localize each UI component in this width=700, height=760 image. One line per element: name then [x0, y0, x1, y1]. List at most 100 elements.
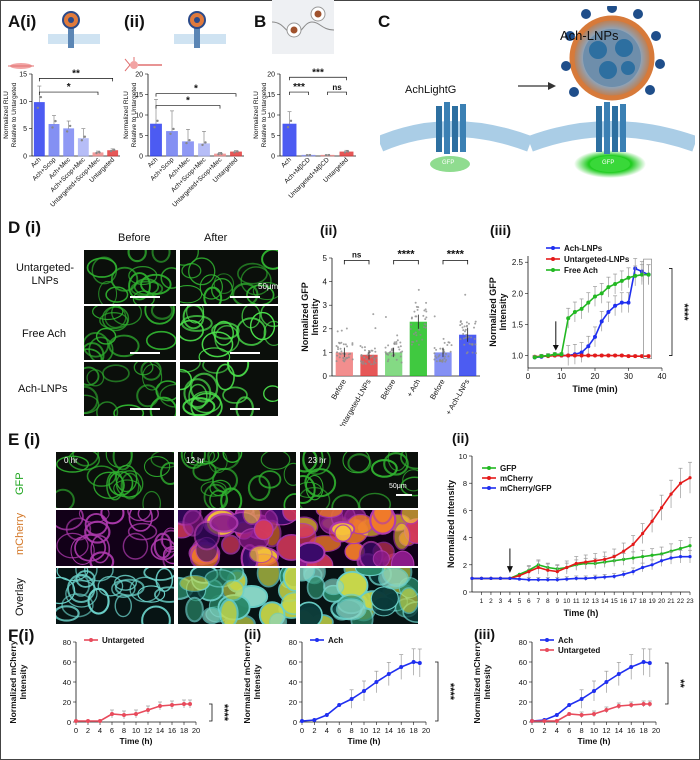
x-tick-label: Before: [379, 378, 398, 402]
y-tick-label: 20: [63, 698, 71, 707]
data-point: [435, 348, 438, 351]
d-micrograph-before: [84, 250, 176, 304]
data-point: [156, 119, 159, 123]
e-gfp-micrograph: [300, 452, 418, 508]
x-tick-label: 2: [86, 726, 90, 735]
significance-label: ****: [218, 704, 230, 722]
data-point: [669, 556, 673, 560]
y-tick-label: 1.0: [512, 352, 524, 361]
scale-bar: [130, 296, 160, 298]
data-point: [646, 354, 651, 359]
data-point: [592, 712, 596, 716]
data-point: [489, 576, 493, 580]
data-point: [367, 360, 370, 363]
gfp-left-label: GFP: [442, 160, 455, 166]
data-point: [109, 149, 113, 153]
data-point: [536, 565, 540, 570]
x-tick-label: 14: [156, 726, 164, 735]
data-point: [286, 126, 290, 129]
data-point: [393, 341, 396, 344]
data-point: [659, 506, 664, 510]
data-point: [361, 346, 364, 349]
cell-outline: [400, 510, 418, 525]
significance-label: ****: [447, 248, 465, 260]
d-scale-label: 50μm: [258, 282, 279, 291]
data-point: [641, 660, 646, 664]
arrow-head: [506, 566, 513, 573]
data-point: [619, 278, 624, 283]
data-point: [54, 119, 57, 123]
cell-outline: [209, 489, 229, 508]
data-point: [474, 343, 477, 346]
cell-outline: [127, 510, 152, 522]
e-mcherry-micrograph: [300, 510, 418, 566]
data-point: [464, 328, 467, 331]
cell-outline: [84, 332, 109, 358]
data-point: [440, 359, 443, 362]
cell-outline: [261, 250, 278, 270]
y-tick-label: 15: [19, 72, 27, 79]
series-line: [472, 555, 690, 581]
cell-outline: [246, 284, 275, 304]
d-micrograph-before: [84, 362, 176, 416]
panel-label-c: C: [378, 12, 391, 31]
y-tick-label: 80: [289, 638, 297, 647]
data-point: [464, 336, 467, 339]
cell-outline: [181, 314, 213, 332]
cell-outline: [227, 362, 250, 377]
data-point: [373, 347, 376, 350]
data-point: [650, 519, 654, 523]
cell-outline: [215, 363, 235, 391]
cell-outline: [315, 510, 344, 519]
cell-outline: [283, 462, 296, 486]
data-point: [462, 329, 465, 332]
e-gfp-micrograph-image: [56, 452, 174, 508]
e-gfp-micrograph-image: [300, 452, 418, 508]
cell-outline: [260, 306, 278, 328]
panel-label-a-ii: (ii): [124, 12, 145, 31]
chart-b: 0 5 10 15 20 Normalized RLU Relative to Untarg…: [253, 67, 356, 200]
data-point: [393, 343, 396, 346]
data-point: [204, 141, 207, 144]
cell-outline: [66, 573, 96, 604]
cell-outline: [300, 568, 316, 582]
x-tick-label: Ach: [280, 156, 293, 169]
x-tick-label: 30: [624, 372, 633, 381]
x-tick-label: 0: [530, 726, 534, 735]
data-point: [374, 361, 377, 364]
d-row-untargeted-label: Untargeted- LNPs: [14, 262, 76, 288]
e-overlay-micrograph: [178, 568, 296, 624]
data-point: [80, 139, 84, 142]
cell-outline: [101, 306, 130, 332]
cell-outline: [334, 524, 352, 542]
data-point: [338, 352, 341, 355]
cell-outline: [203, 286, 223, 304]
data-point: [445, 358, 448, 361]
data-point: [360, 353, 363, 356]
data-point: [647, 702, 652, 706]
cell-outline: [189, 372, 219, 403]
data-point: [185, 141, 188, 145]
d-micrograph-after-image: [180, 362, 278, 416]
cell-outline: [144, 306, 175, 325]
cell-outline: [398, 587, 418, 614]
data-point: [626, 354, 631, 359]
x-tick-label: 3: [499, 598, 503, 605]
data-point: [599, 291, 604, 296]
data-point: [552, 352, 557, 357]
legend-label: Ach: [328, 636, 343, 645]
cell-outline: [56, 605, 80, 622]
y-tick-label: 2: [323, 325, 328, 334]
data-point: [421, 338, 424, 341]
data-point: [398, 348, 401, 351]
e-gfp-micrograph-image: [180, 452, 296, 508]
cell-outline: [249, 311, 276, 341]
x-tick-label: + Ach-LNPs: [444, 377, 472, 416]
y-axis-label: Relative to Untargeted: [131, 82, 138, 147]
panel-label-e-i: E (i): [8, 430, 41, 449]
y-tick-label: 5: [139, 133, 143, 140]
y-tick-label: 80: [519, 638, 527, 647]
lnp-neuron-schematic-icon: [174, 11, 226, 48]
y-tick-label: 40: [519, 678, 527, 687]
